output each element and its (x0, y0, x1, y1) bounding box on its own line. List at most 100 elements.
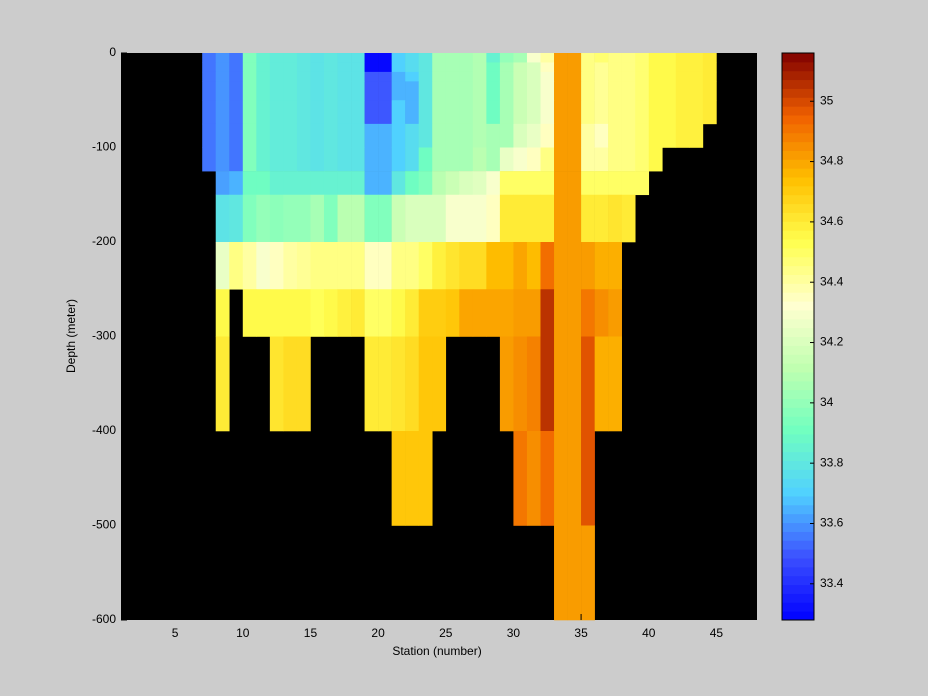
cell (499, 289, 514, 337)
cell (594, 242, 609, 290)
cell (499, 71, 514, 82)
cell (391, 62, 406, 73)
colorbar-swatch (782, 602, 814, 612)
colorbar-swatch (782, 531, 814, 541)
cell (459, 81, 474, 101)
cell (608, 289, 622, 337)
cell (662, 100, 677, 125)
colorbar-swatch (782, 309, 814, 320)
cell (540, 171, 555, 196)
cell (378, 194, 392, 243)
cell (202, 71, 217, 82)
cell (567, 336, 582, 432)
cell (513, 242, 528, 290)
cell (310, 62, 325, 73)
cell (472, 71, 487, 82)
cell (540, 53, 555, 63)
cell (269, 147, 284, 172)
cell (310, 194, 325, 243)
cell (391, 431, 406, 526)
cell (405, 100, 420, 125)
cell (648, 71, 663, 82)
colorbar-swatch (782, 327, 814, 337)
x-axis-label: Station (number) (392, 644, 481, 658)
cell (608, 53, 622, 63)
cell (513, 123, 528, 148)
cell (567, 81, 582, 101)
cell (283, 62, 298, 73)
colorbar-swatch (782, 442, 814, 453)
cell (351, 171, 365, 196)
cell (621, 123, 636, 148)
cell (256, 289, 271, 337)
cell (445, 62, 460, 73)
cell (581, 81, 595, 101)
cell (242, 171, 257, 196)
cell (486, 289, 501, 337)
cell (364, 71, 379, 82)
x-tick-label: 30 (507, 626, 521, 640)
cell (378, 100, 392, 125)
cell (594, 289, 609, 337)
cell (499, 81, 514, 101)
cell (202, 123, 217, 148)
cell (269, 53, 284, 63)
cell (594, 81, 609, 101)
cell (202, 81, 217, 101)
cell (337, 242, 352, 290)
colorbar-swatch (782, 230, 814, 240)
cell (229, 242, 244, 290)
cell (486, 194, 501, 243)
cell (405, 53, 420, 63)
cell (472, 123, 487, 148)
cell (418, 53, 433, 63)
cell (459, 289, 474, 337)
cell (472, 100, 487, 125)
cell (202, 147, 217, 172)
cell (472, 289, 487, 337)
cell (337, 171, 352, 196)
cell (689, 100, 704, 125)
cell (215, 242, 230, 290)
cell (364, 100, 379, 125)
cell (567, 525, 582, 621)
cell (445, 81, 460, 101)
cell (567, 71, 582, 82)
cell (269, 336, 284, 432)
cell (215, 62, 230, 73)
cell (391, 289, 406, 337)
x-tick-label: 45 (710, 626, 724, 640)
cell (296, 147, 311, 172)
y-tick-label: -100 (92, 140, 116, 154)
colorbar-swatch (782, 88, 814, 98)
cell (594, 147, 609, 172)
cell (459, 100, 474, 125)
cell (635, 81, 650, 101)
cell (283, 242, 298, 290)
cell (432, 100, 447, 125)
cell (648, 62, 663, 73)
cell (364, 336, 379, 432)
cell (648, 81, 663, 101)
cell (364, 123, 379, 148)
colorbar-swatch (782, 168, 814, 178)
cell (472, 171, 487, 196)
cell (567, 100, 582, 125)
cell (391, 81, 406, 101)
cell (432, 62, 447, 73)
cell (378, 81, 392, 101)
cell (540, 81, 555, 101)
cell (405, 336, 420, 432)
colorbar-tick-label: 35 (820, 93, 834, 107)
cell (567, 53, 582, 63)
cell (269, 81, 284, 101)
cell (459, 171, 474, 196)
cell (391, 194, 406, 243)
colorbar-swatch (782, 557, 814, 568)
cell (296, 53, 311, 63)
cell (675, 53, 690, 63)
colorbar-swatch (782, 469, 814, 479)
cell (418, 100, 433, 125)
colorbar-swatch (782, 522, 814, 532)
cell (364, 53, 379, 63)
